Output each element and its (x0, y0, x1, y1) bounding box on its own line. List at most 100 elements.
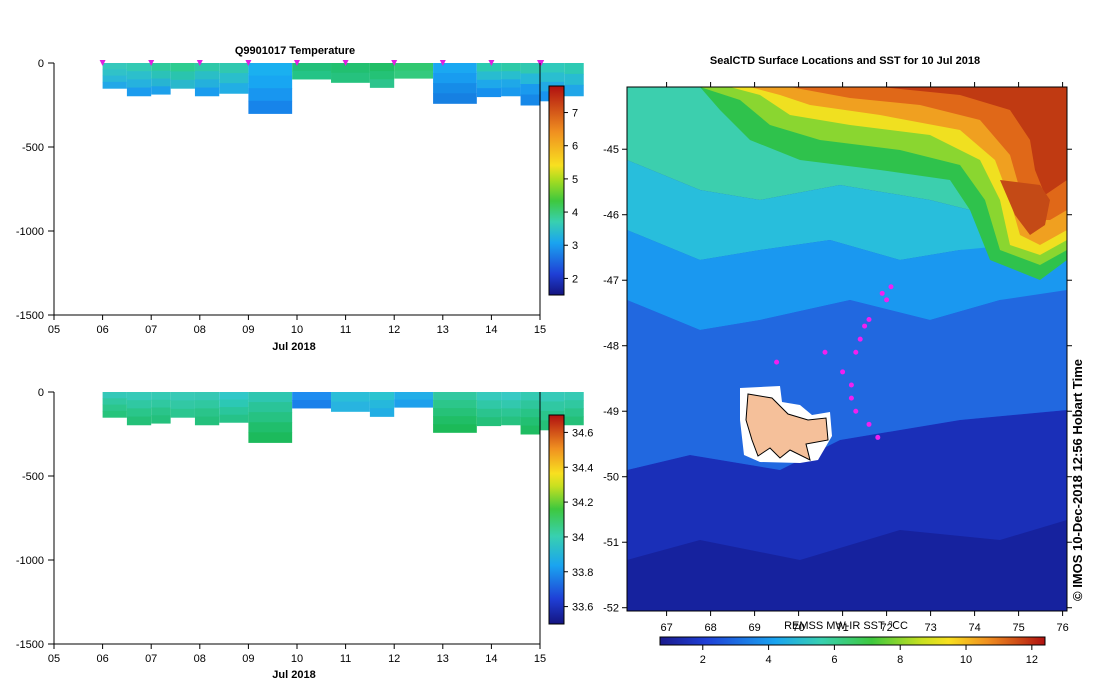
map-ytick-label: -51 (603, 537, 619, 549)
temperature-profile-cell (540, 72, 565, 83)
surface-marker (538, 60, 545, 66)
salinity-colorbar-tick-label: 34.2 (572, 497, 593, 509)
temperature-profile-cell (476, 79, 502, 89)
sst-colorbar-tick-label: 2 (700, 654, 706, 666)
temperature-profile-cell (292, 70, 332, 80)
temperature-profile-cell (520, 84, 540, 95)
salinity-profile-cell (126, 392, 152, 401)
salinity-profile-cell (219, 399, 249, 408)
salinity-profile-cell (520, 425, 540, 435)
salinity-xtick-label: 10 (291, 653, 303, 665)
sst-field (627, 87, 1067, 611)
map-ytick-label: -49 (603, 406, 619, 418)
salinity-profile-cell (540, 401, 565, 412)
temperature-profile-cell (433, 93, 477, 104)
temperature-profile-cell (476, 63, 502, 72)
temperature-profile-cell (433, 73, 477, 84)
temperature-profile-cell (126, 63, 152, 72)
temperature-profile-cell (520, 94, 540, 106)
temperature-profile-cell (194, 63, 220, 72)
temperature-profile-cell (151, 70, 171, 80)
temperature-xtick-label: 08 (194, 324, 206, 336)
salinity-ytick-label: -1500 (16, 639, 44, 651)
map-ytick-label: -52 (603, 603, 619, 615)
salinity-profile-cell (151, 407, 171, 416)
temperature-profile-cell (369, 63, 395, 72)
salinity-profile-cell (292, 392, 332, 401)
salinity-profile-cell (520, 392, 540, 401)
salinity-profile-cell (151, 392, 171, 401)
temperature-profile-cell (369, 79, 395, 88)
seal-location-point (840, 369, 846, 375)
salinity-profile-cell (520, 417, 540, 427)
temperature-xlabel: Jul 2018 (272, 341, 315, 353)
salinity-profile-cell (194, 400, 220, 409)
salinity-profile-cell (564, 416, 584, 426)
salinity-profile-cell (501, 408, 521, 418)
sst-colorbar-tick-label: 6 (831, 654, 837, 666)
surface-marker (294, 60, 300, 66)
temperature-xtick-label: 10 (291, 324, 303, 336)
temperature-profile-cell (433, 63, 477, 74)
temperature-colorbar-bar (548, 85, 565, 296)
salinity-profile-cell (219, 407, 249, 416)
salinity-xtick-label: 06 (96, 653, 108, 665)
temperature-ytick-label: -1500 (16, 310, 44, 322)
temperature-profile-cell (564, 84, 584, 97)
sst-colorbar-tick-label: 12 (1026, 654, 1038, 666)
temperature-colorbar-tick-label: 5 (572, 174, 578, 186)
salinity-profile-cell (170, 408, 195, 418)
salinity-profile-cell (126, 408, 152, 418)
salinity-colorbar-bar (548, 414, 565, 625)
temperature-xtick-label: 12 (388, 324, 400, 336)
salinity-profile-cell (248, 432, 293, 443)
surface-marker (196, 60, 203, 66)
temperature-title: Q9901017 Temperature (235, 45, 355, 57)
salinity-profile-cell (564, 408, 584, 418)
salinity-profile-cell (520, 400, 540, 410)
salinity-profile-cell (433, 408, 477, 417)
salinity-xtick-label: 08 (194, 653, 206, 665)
sst-colorbar-label: REMSS MW-IR SST ℃C (784, 620, 908, 632)
temperature-profile-cell (520, 73, 540, 85)
salinity-profile-cell (369, 408, 395, 417)
salinity-profile-cell (501, 416, 521, 426)
salinity-profile-cell (476, 400, 502, 410)
salinity-profile-cell (170, 400, 195, 410)
salinity-profile-cell (540, 392, 565, 402)
temperature-profile-cell (170, 79, 195, 89)
temperature-ytick-label: -1000 (16, 226, 44, 238)
map-ytick-label: -45 (603, 144, 619, 156)
temperature-profile-cell (219, 63, 249, 74)
salinity-profile-cell (433, 392, 477, 401)
temperature-xtick-label: 06 (96, 324, 108, 336)
seal-locations (774, 284, 894, 440)
salinity-profile-cell (369, 400, 395, 409)
temperature-xtick-label: 13 (437, 324, 449, 336)
map-xtick-label: 76 (1056, 622, 1068, 634)
imos-credit: © IMOS 10-Dec-2018 12:56 Hobart Time (1070, 359, 1085, 601)
map-xtick-label: 73 (924, 622, 936, 634)
salinity-profile-cell (219, 414, 249, 423)
salinity-profile-cell (219, 392, 249, 401)
temperature-profile-cell (564, 73, 584, 86)
salinity-profile-cell (433, 424, 477, 433)
salinity-colorbar-tick-label: 33.6 (572, 602, 593, 614)
sst-map-panel: SealCTD Surface Locations and SST for 10… (603, 55, 1085, 666)
temperature-colorbar-tick-label: 7 (572, 108, 578, 120)
temperature-profile-cell (501, 63, 521, 72)
salinity-profile-cell (564, 392, 584, 401)
salinity-profile-cell (194, 408, 220, 418)
salinity-profile-cell (248, 422, 293, 433)
surface-marker (439, 60, 446, 66)
temperature-xtick-label: 09 (242, 324, 254, 336)
sst-colorbar-tick-label: 4 (766, 654, 772, 666)
salinity-profile-cell (476, 417, 502, 427)
salinity-depth-panel: 0 -500 -1000 -1500 05 06 07 08 09 10 11 12 13 14 15 Ju… (16, 387, 594, 681)
salinity-profile-cell (170, 392, 195, 401)
temperature-profile-cell (248, 100, 293, 114)
salinity-profile-cell (102, 398, 127, 406)
temperature-profile-cell (501, 71, 521, 80)
seal-location-point (888, 284, 894, 290)
salinity-profile-cell (292, 399, 332, 409)
